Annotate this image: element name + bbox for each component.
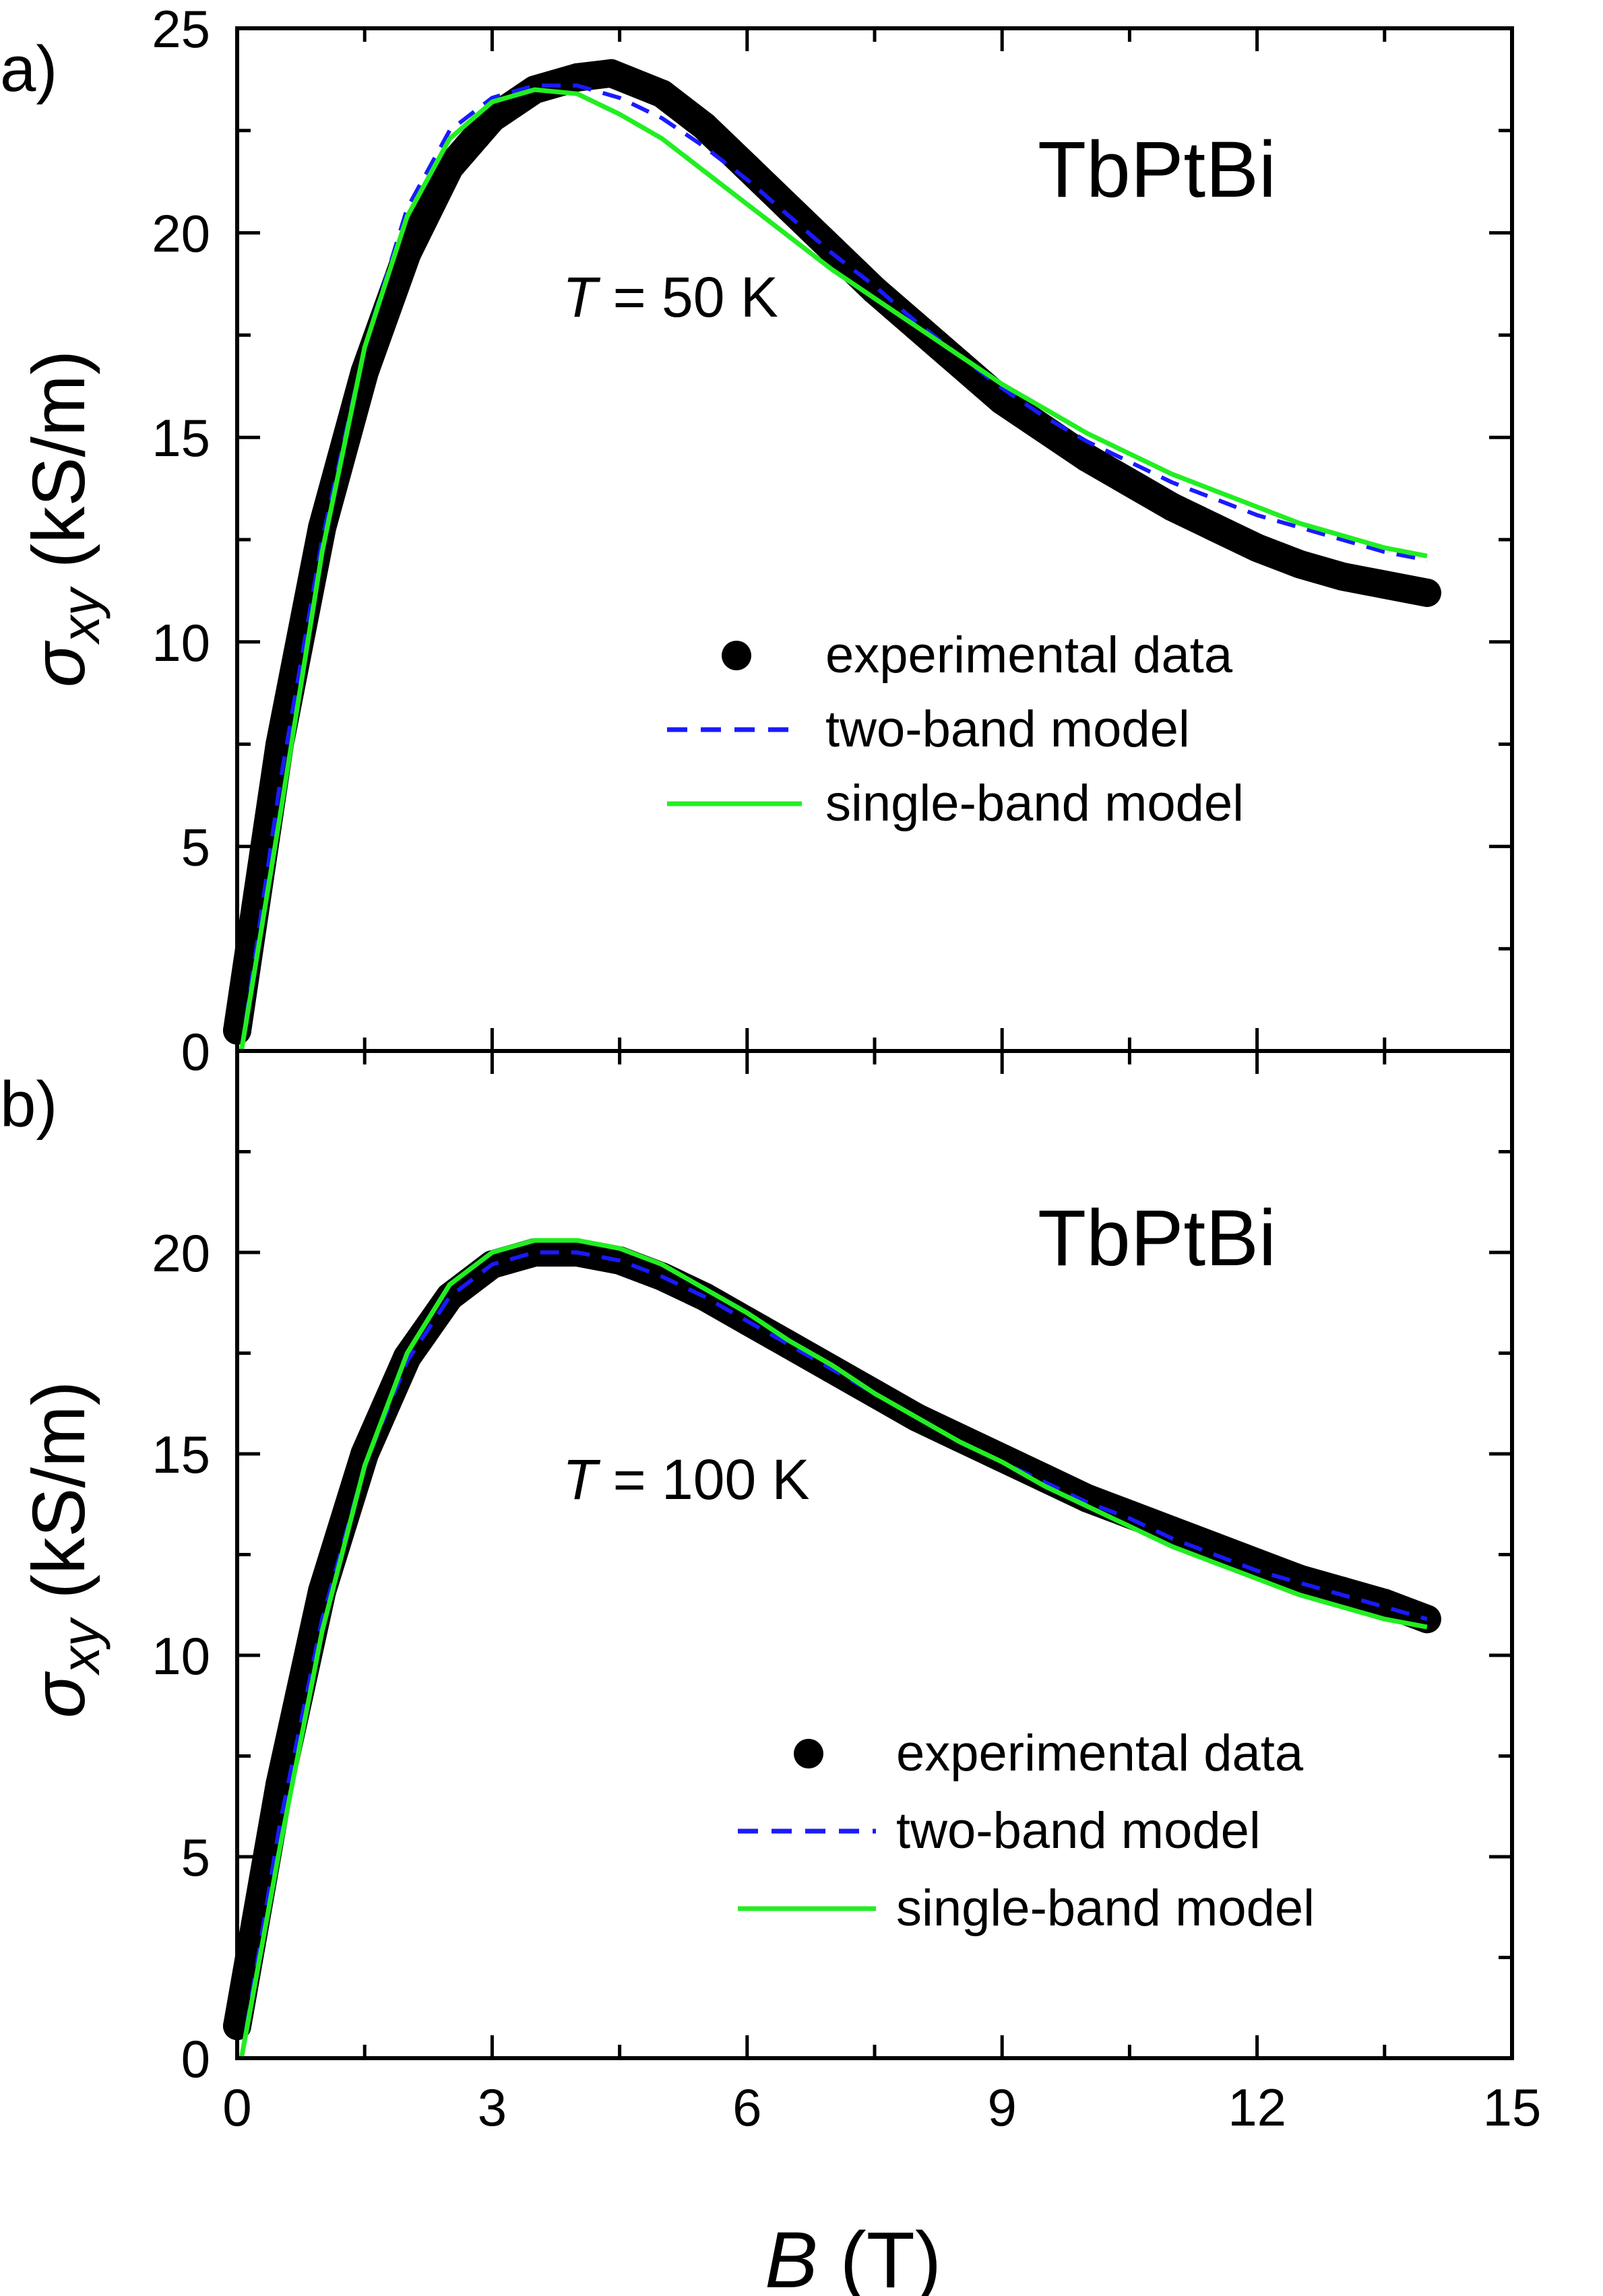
- temperature-annotation-b: T = 100 K: [563, 1448, 810, 1511]
- y-tick-label-b: 10: [152, 1626, 210, 1686]
- y-tick-label-b: 5: [181, 1828, 210, 1887]
- series-two-band-model-b: [239, 1250, 1428, 2059]
- data-point-a-11: [690, 112, 719, 141]
- legend-b: experimental data two-band model single-…: [738, 1725, 1315, 1937]
- axes-b: 0 3 6 9 12 15 0 5 10 15 20 σxy (kS/m): [18, 1049, 1542, 2137]
- y-tick-label-a: 15: [152, 408, 210, 468]
- data-point-a-27: [1370, 570, 1399, 599]
- data-point-a-2: [308, 513, 337, 542]
- y-tick-label-a: 10: [152, 613, 210, 672]
- data-point-a-17: [945, 349, 974, 378]
- legend-label-two-band-a: two-band model: [825, 701, 1190, 758]
- data-point-b-22: [1158, 1516, 1187, 1545]
- legend-label-single-band-a: single-band model: [825, 775, 1244, 832]
- y-axis-label-b: σxy (kS/m): [18, 1381, 111, 1719]
- panel-label-a: a): [0, 33, 57, 105]
- x-tick-label-b: 3: [478, 2078, 507, 2137]
- plot-area-a: [223, 59, 1441, 1052]
- data-point-a-20: [1073, 443, 1102, 472]
- legend-marker-experimental-a: [722, 641, 751, 670]
- data-point-a-10: [648, 79, 677, 108]
- temperature-annotation-a: T = 50 K: [563, 265, 778, 329]
- panel-b: b) TbPtBi T = 100 K experimental data tw…: [0, 1049, 1542, 2137]
- y-tick-label-a: 5: [181, 817, 210, 876]
- series-single-band-model-a: [239, 87, 1428, 1052]
- legend-label-single-band-b: single-band model: [896, 1880, 1315, 1937]
- compound-label-a: TbPtBi: [1038, 125, 1276, 214]
- y-tick-label-a: 25: [152, 0, 210, 59]
- data-point-a-28: [1412, 578, 1441, 607]
- data-point-a-5: [435, 153, 464, 182]
- y-tick-label-b: 0: [181, 2029, 210, 2088]
- y-tick-label-a: 0: [181, 1022, 210, 1081]
- data-point-a-25: [1285, 550, 1314, 579]
- x-tick-label-b: 15: [1483, 2078, 1542, 2137]
- x-tick-label-b: 12: [1228, 2078, 1286, 2137]
- x-axis-label: B (T): [765, 2216, 941, 2296]
- plot-area-b: [223, 1238, 1441, 2059]
- compound-label-b: TbPtBi: [1038, 1194, 1276, 1283]
- data-point-a-26: [1327, 562, 1356, 591]
- data-point-a-23: [1200, 513, 1229, 542]
- data-point-a-4: [393, 239, 422, 267]
- data-point-b-23: [1200, 1532, 1229, 1561]
- x-tick-label-b: 0: [222, 2078, 251, 2137]
- y-tick-label-b: 20: [152, 1223, 210, 1283]
- data-point-a-24: [1243, 534, 1271, 563]
- legend-label-experimental-a: experimental data: [825, 627, 1233, 684]
- y-tick-label-a: 20: [152, 204, 210, 263]
- legend-label-two-band-b: two-band model: [896, 1802, 1261, 1859]
- x-tick-label-b: 9: [988, 2078, 1017, 2137]
- data-point-a-8: [563, 63, 592, 92]
- data-point-b-7: [520, 1238, 549, 1267]
- data-point-a-22: [1158, 492, 1187, 521]
- data-point-a-9: [597, 59, 625, 88]
- panel-a: a) TbPtBi T = 50 K experimental data two…: [0, 0, 1514, 1081]
- data-point-a-19: [1030, 415, 1059, 444]
- data-point-a-13: [775, 194, 804, 223]
- y-tick-label-b: 15: [152, 1425, 210, 1484]
- legend-marker-experimental-b: [794, 1739, 823, 1768]
- panel-label-b: b): [0, 1069, 57, 1141]
- series-single-band-model-b: [239, 1238, 1428, 2059]
- x-tick-label-b: 6: [732, 2078, 761, 2137]
- data-point-a-3: [350, 358, 379, 386]
- data-point-a-6: [478, 104, 507, 133]
- data-point-b-1: [265, 1770, 294, 1799]
- legend-label-experimental-b: experimental data: [896, 1725, 1304, 1782]
- series-two-band-model-a: [239, 84, 1428, 1052]
- legend-a: experimental data two-band model single-…: [667, 627, 1244, 832]
- y-axis-label-a: σxy (kS/m): [18, 350, 111, 688]
- data-point-a-21: [1115, 468, 1144, 497]
